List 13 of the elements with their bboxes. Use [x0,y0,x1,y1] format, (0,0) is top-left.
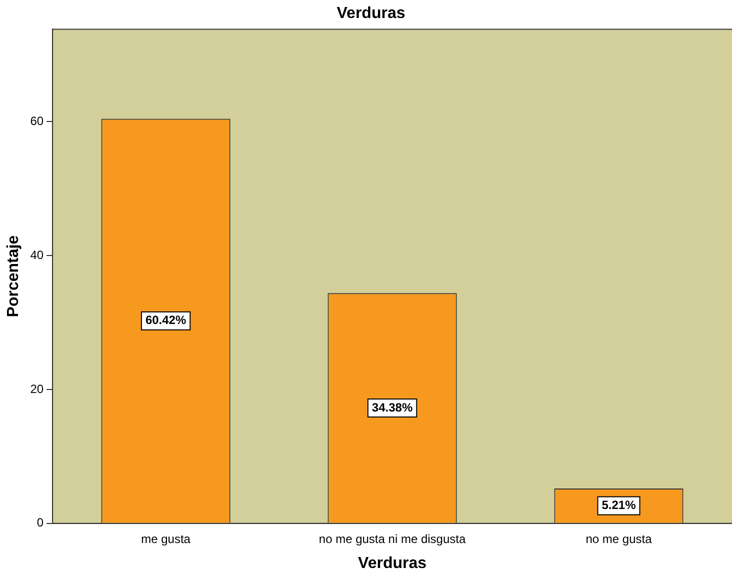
x-tick-label: me gusta [141,532,191,546]
x-tick-label: no me gusta ni me disgusta [318,532,466,546]
x-axis-title: Verduras [358,554,427,572]
y-tick-label: 60 [30,114,44,128]
data-label: 34.38% [372,400,413,414]
chart-title: Verduras [336,5,406,22]
y-tick-label: 40 [30,248,44,262]
y-tick-label: 20 [30,382,44,396]
data-label: 5.21% [602,498,636,512]
y-axis-title: Porcentaje [5,235,22,318]
data-label: 60.42% [145,313,186,328]
y-tick-label: 0 [36,516,44,530]
x-tick-label: no me gusta [586,532,652,546]
